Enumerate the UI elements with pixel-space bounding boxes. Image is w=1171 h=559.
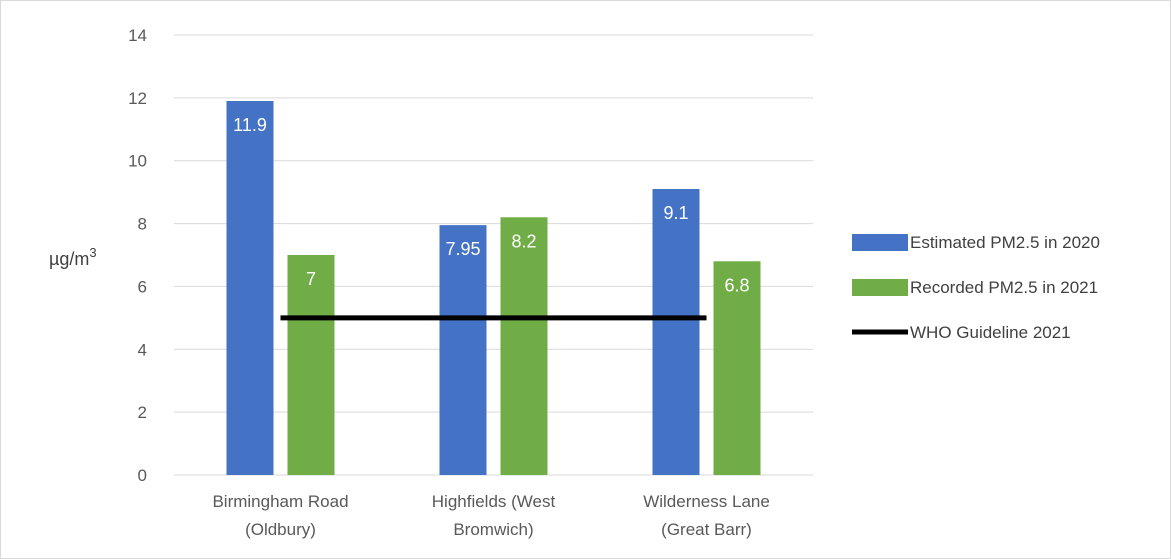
y-tick-label: 6 bbox=[138, 277, 147, 296]
data-labels: 11.9 7 7.95 8.2 9.1 6.8 bbox=[233, 115, 749, 295]
bar-data-label: 11.9 bbox=[233, 115, 267, 135]
bar-recorded-2021 bbox=[713, 261, 761, 475]
legend-label: Recorded PM2.5 in 2021 bbox=[910, 278, 1098, 297]
bar-recorded-2021 bbox=[500, 217, 548, 476]
x-category-label-line: (Great Barr) bbox=[661, 520, 752, 539]
legend-label: WHO Guideline 2021 bbox=[910, 323, 1071, 342]
y-axis-ticks: 0 2 4 6 8 10 12 14 bbox=[128, 26, 147, 485]
legend-label: Estimated PM2.5 in 2020 bbox=[910, 233, 1100, 252]
legend-item-recorded-2021: Recorded PM2.5 in 2021 bbox=[852, 278, 1098, 297]
bar-data-label: 9.1 bbox=[663, 203, 688, 223]
bar-data-label: 8.2 bbox=[511, 231, 536, 251]
x-category-label: Highfields (West Bromwich) bbox=[432, 492, 556, 539]
x-category-label: Wilderness Lane (Great Barr) bbox=[643, 492, 770, 539]
x-category-label-line: Birmingham Road bbox=[212, 492, 348, 511]
y-axis-title-unit: µg/m bbox=[49, 249, 89, 269]
x-category-label-line: Highfields (West bbox=[432, 492, 556, 511]
y-tick-label: 0 bbox=[138, 466, 147, 485]
bar-data-label: 7 bbox=[306, 269, 316, 289]
y-axis-title-group: µg/m3 bbox=[49, 245, 97, 269]
bar-data-label: 6.8 bbox=[724, 275, 749, 295]
x-axis-categories: Birmingham Road (Oldbury) Highfields (West… bbox=[212, 492, 769, 539]
y-axis-title-superscript: 3 bbox=[89, 245, 96, 260]
y-tick-label: 14 bbox=[128, 26, 147, 45]
x-category-label-line: Bromwich) bbox=[453, 520, 533, 539]
bar-recorded-2021 bbox=[287, 255, 335, 475]
x-category-label: Birmingham Road (Oldbury) bbox=[212, 492, 348, 539]
y-tick-label: 12 bbox=[128, 89, 147, 108]
gridlines bbox=[174, 34, 813, 476]
bar-estimated-2020 bbox=[226, 101, 274, 475]
x-category-label-line: (Oldbury) bbox=[245, 520, 316, 539]
legend-swatch bbox=[852, 279, 908, 296]
legend-item-who-guideline: WHO Guideline 2021 bbox=[852, 323, 1071, 342]
legend-swatch bbox=[852, 234, 908, 251]
bar-estimated-2020 bbox=[652, 189, 700, 475]
bars bbox=[226, 101, 761, 476]
bar-estimated-2020 bbox=[439, 225, 487, 475]
bar-data-label: 7.95 bbox=[445, 239, 480, 259]
y-tick-label: 2 bbox=[138, 403, 147, 422]
y-tick-label: 4 bbox=[138, 340, 147, 359]
legend-item-estimated-2020: Estimated PM2.5 in 2020 bbox=[852, 233, 1100, 252]
legend: Estimated PM2.5 in 2020 Recorded PM2.5 in… bbox=[852, 233, 1100, 342]
y-tick-label: 10 bbox=[128, 152, 147, 171]
y-tick-label: 8 bbox=[138, 215, 147, 234]
y-axis-title: µg/m3 bbox=[49, 245, 97, 269]
x-category-label-line: Wilderness Lane bbox=[643, 492, 770, 511]
